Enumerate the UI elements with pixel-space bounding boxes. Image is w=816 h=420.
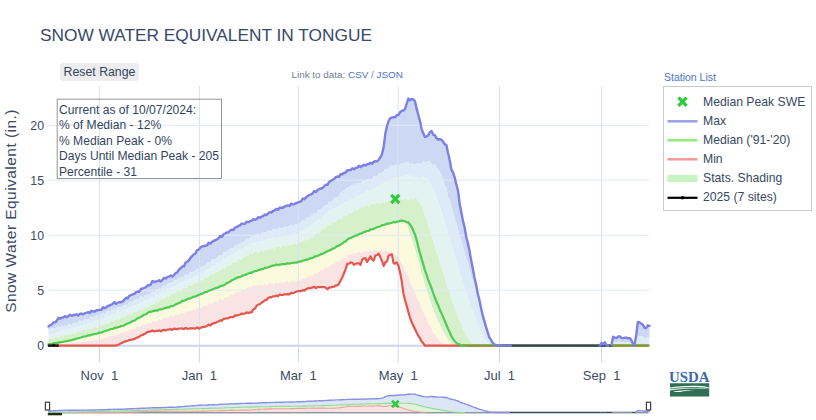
svg-text:USDA: USDA [669, 368, 710, 385]
